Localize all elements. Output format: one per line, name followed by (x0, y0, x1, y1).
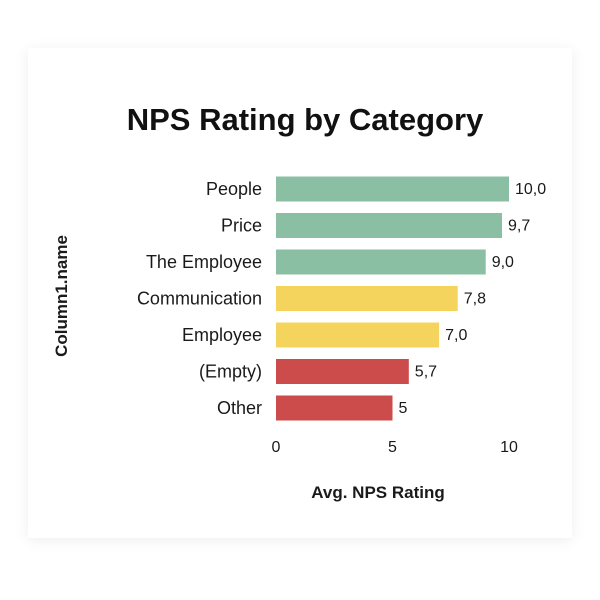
category-label: Other (217, 398, 262, 418)
y-axis-title: Column1.name (52, 235, 71, 357)
bar-the-employee (276, 249, 486, 275)
value-label: 9,0 (492, 254, 514, 271)
value-label: 7,0 (445, 327, 467, 344)
category-label: People (206, 179, 262, 199)
category-label: Price (221, 216, 262, 236)
bar-communication (276, 286, 458, 311)
bar-other (276, 395, 393, 421)
value-label: 5,7 (415, 364, 437, 381)
bar-empty (276, 359, 409, 384)
bars (276, 176, 509, 421)
x-axis-title: Avg. NPS Rating (311, 483, 445, 502)
value-labels: 10,0 9,7 9,0 7,8 7,0 5,7 5 (399, 181, 547, 417)
category-labels: People Price The Employee Communication Empl… (137, 179, 262, 418)
category-label: (Empty) (199, 362, 262, 382)
category-label: Employee (182, 325, 262, 345)
x-tick-label: 0 (272, 439, 281, 456)
value-label: 10,0 (515, 181, 546, 198)
x-tick-label: 10 (500, 439, 518, 456)
bar-price (276, 213, 503, 238)
chart-title: NPS Rating by Category (127, 102, 484, 137)
bar-people (276, 176, 509, 202)
category-label: Communication (137, 289, 262, 309)
value-label: 5 (399, 400, 408, 417)
category-label: The Employee (146, 252, 262, 272)
x-tick-label: 5 (388, 439, 397, 456)
x-axis-ticks: 0 5 10 (272, 439, 518, 456)
bar-employee (276, 322, 440, 348)
value-label: 7,8 (464, 291, 486, 308)
value-label: 9,7 (508, 218, 530, 235)
